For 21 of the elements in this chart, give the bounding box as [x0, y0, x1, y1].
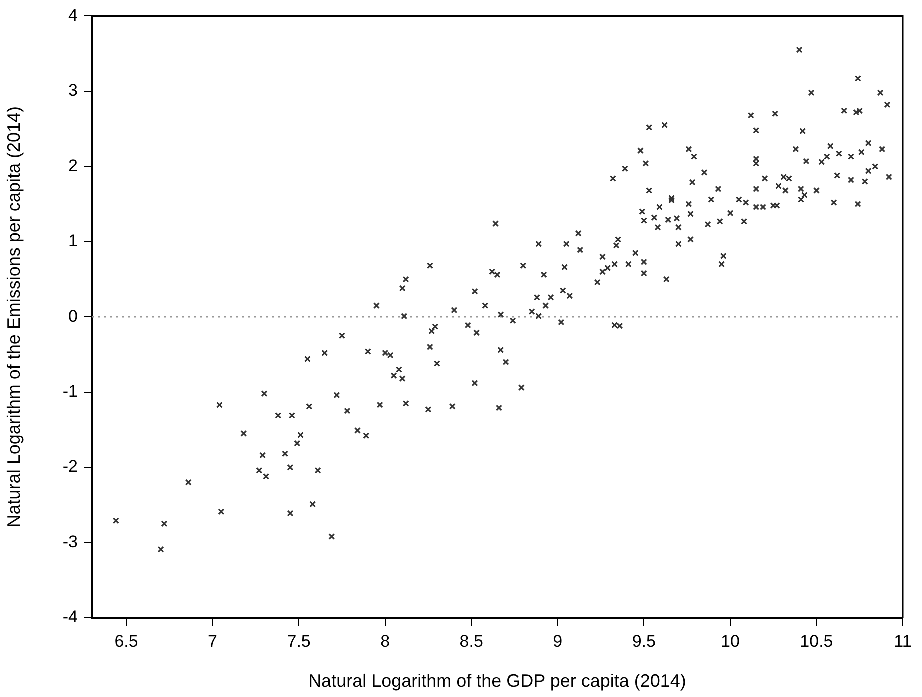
y-tick-label: 4 — [68, 6, 78, 25]
y-tick-label: 3 — [68, 81, 78, 100]
x-axis-title: Natural Logarithm of the GDP per capita (2014) — [308, 671, 686, 692]
x-tick-label: 9 — [553, 632, 563, 651]
x-tick-label: 8 — [380, 632, 390, 651]
x-tick-label: 11 — [894, 632, 912, 651]
x-tick-label: 7 — [208, 632, 218, 651]
y-tick-label: -2 — [62, 457, 78, 476]
x-tick-label: 9.5 — [632, 632, 656, 651]
y-axis-title: Natural Logarithm of the Emissions per capita (2014) — [4, 106, 24, 528]
y-tick-label: -3 — [62, 532, 78, 552]
y-tick-label: 2 — [68, 156, 78, 176]
x-tick-label: 6.5 — [114, 632, 138, 651]
x-tick-label: 8.5 — [460, 632, 484, 651]
x-tick-label: 7.5 — [287, 632, 311, 651]
y-tick-label: -4 — [62, 608, 78, 627]
x-tick-label: 10 — [720, 632, 740, 651]
y-tick-label: 1 — [68, 232, 78, 251]
x-tick-label: 10.5 — [800, 632, 834, 651]
y-tick-label: 0 — [68, 306, 78, 326]
y-tick-label: -1 — [62, 382, 78, 402]
